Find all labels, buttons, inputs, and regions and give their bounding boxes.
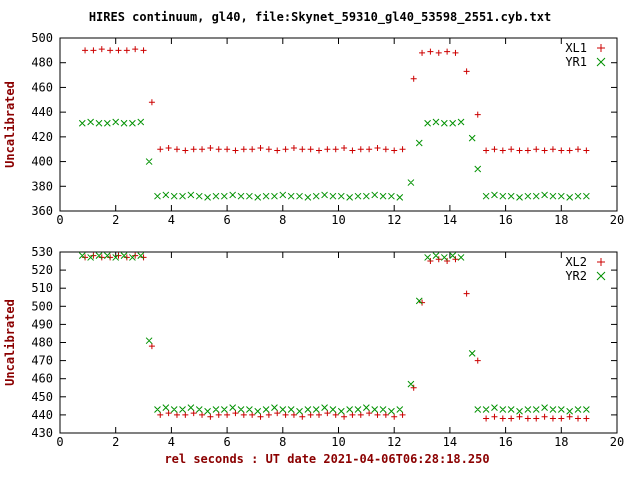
x-tick-label: 14 (443, 435, 457, 449)
x-tick-label: 20 (610, 435, 624, 449)
y-tick-label: 510 (31, 281, 53, 295)
y-tick-label: 500 (31, 31, 53, 45)
series-yr2-points (78, 252, 590, 415)
series-xl1-points (82, 46, 590, 154)
x-tick-label: 6 (223, 435, 230, 449)
y-tick-label: 440 (31, 408, 53, 422)
y-tick-label: 460 (31, 80, 53, 94)
panel-2: 430 440 450 460 470 480 490 500 510 520 530 0 2 4 6 8 10… (3, 245, 624, 449)
x-tick-label: 2 (112, 435, 119, 449)
legend-marker-xl2-icon (597, 258, 605, 266)
legend-label-xl1: XL1 (565, 41, 587, 55)
x-tick-label: 0 (56, 435, 63, 449)
legend-label-yr2: YR2 (565, 269, 587, 283)
x-tick-label: 10 (331, 213, 345, 227)
x-tick-label: 12 (387, 435, 401, 449)
x-tick-label: 4 (168, 213, 175, 227)
legend-marker-yr1-icon (596, 57, 606, 67)
y-tick-label: 380 (31, 179, 53, 193)
y-tick-label: 530 (31, 245, 53, 259)
x-tick-label: 0 (56, 213, 63, 227)
y-tick-label: 450 (31, 390, 53, 404)
y-tick-label: 470 (31, 354, 53, 368)
x-tick-label: 4 (168, 435, 175, 449)
y-tick-label: 490 (31, 317, 53, 331)
x-tick-label: 14 (443, 213, 457, 227)
x-tick-label: 10 (331, 435, 345, 449)
x-tick-label: 6 (223, 213, 230, 227)
series-xl2-points (82, 252, 590, 422)
legend-label-yr1: YR1 (565, 55, 587, 69)
x-tick-label: 18 (554, 213, 568, 227)
y-tick-label: 460 (31, 372, 53, 386)
plot-border (59, 251, 618, 434)
y-tick-label: 400 (31, 155, 53, 169)
y-tick-label: 360 (31, 204, 53, 218)
y-axis-label: Uncalibrated (3, 299, 17, 386)
x-tick-label: 20 (610, 213, 624, 227)
y-tick-label: 500 (31, 299, 53, 313)
x-tick-label: 16 (498, 213, 512, 227)
x-tick-label: 8 (279, 435, 286, 449)
legend-marker-xl1-icon (597, 44, 605, 52)
legend-marker-yr2-icon (596, 271, 606, 281)
series-yr1-points (78, 118, 590, 201)
x-tick-label: 8 (279, 213, 286, 227)
x-axis-label: rel seconds : UT date 2021-04-06T06:28:1… (164, 452, 490, 466)
y-tick-label: 420 (31, 130, 53, 144)
y-axis-label: Uncalibrated (3, 81, 17, 168)
x-tick-label: 18 (554, 435, 568, 449)
x-tick-label: 2 (112, 213, 119, 227)
x-tick-label: 12 (387, 213, 401, 227)
y-tick-label: 440 (31, 105, 53, 119)
y-tick-label: 430 (31, 426, 53, 440)
x-tick-label: 16 (498, 435, 512, 449)
panel-1: 360 380 400 420 440 460 480 500 0 2 4 6 8 10 12 14 16 18 2… (3, 31, 624, 227)
y-tick-label: 480 (31, 336, 53, 350)
chart-title: HIRES continuum, gl40, file:Skynet_59310… (88, 10, 552, 24)
y-tick-label: 480 (31, 56, 53, 70)
y-tick-label: 520 (31, 263, 53, 277)
legend-label-xl2: XL2 (565, 255, 587, 269)
